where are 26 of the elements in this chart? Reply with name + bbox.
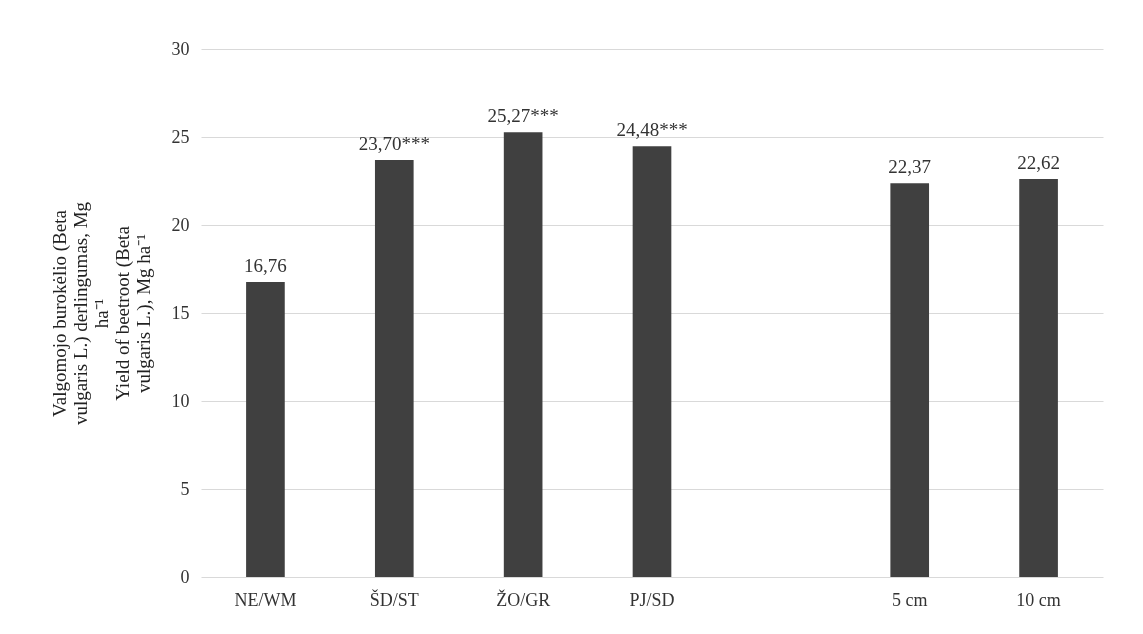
y-tick-label: 10 [171, 390, 190, 411]
y-tick-label: 30 [171, 38, 190, 59]
data-label: 16,76 [244, 255, 287, 277]
y-tick-label: 20 [171, 214, 190, 235]
y-axis-title: Valgomojo burokėlio (Beta vulgaris L.) derlingumas, Mg ha⁻¹ Yield of beetroot (Beta vulgaris L.), Mg ha⁻¹ [48, 201, 155, 426]
data-label: 23,70*** [358, 132, 430, 154]
bar [632, 146, 672, 577]
x-tick-label: ŠD/ST [369, 588, 419, 610]
bar [1019, 178, 1058, 577]
y-tick-label: 0 [180, 566, 190, 587]
data-label: 22,62 [1017, 151, 1060, 173]
bar [374, 159, 414, 577]
data-label: 24,48*** [616, 119, 688, 141]
bar [890, 183, 930, 577]
data-label: 25,27*** [487, 105, 559, 127]
x-tick-label: 10 cm [1016, 589, 1061, 610]
x-tick-label: PJ/SD [629, 589, 675, 610]
x-tick-label: ŽO/GR [496, 588, 551, 610]
bar [503, 132, 543, 577]
x-tick-label: 5 cm [891, 589, 928, 610]
y-tick-label: 25 [171, 126, 190, 147]
x-tick-label: NE/WM [234, 589, 297, 610]
y-tick-label: 15 [171, 302, 190, 323]
data-label: 22,37 [888, 156, 932, 178]
y-tick-label: 5 [180, 478, 190, 499]
bar [246, 282, 285, 577]
